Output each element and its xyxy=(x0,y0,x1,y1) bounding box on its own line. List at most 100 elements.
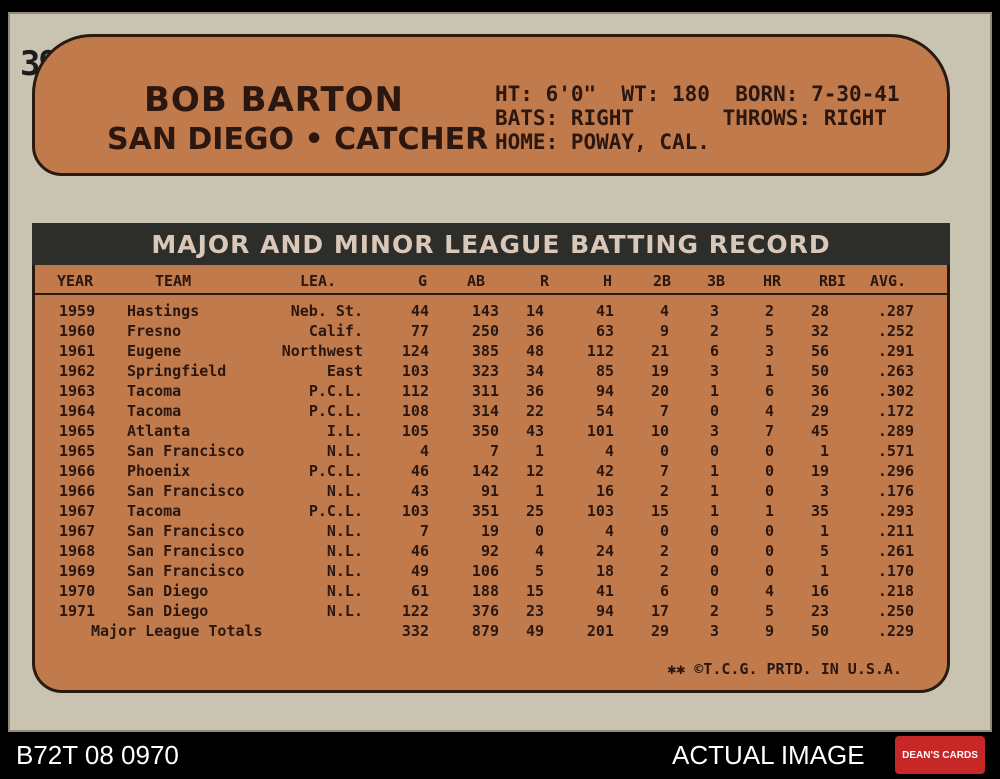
cell-stat: Calif. xyxy=(308,322,363,340)
cell-stat: 2 xyxy=(709,602,719,620)
copyright-note: ✱✱ ©T.C.G. PRTD. IN U.S.A. xyxy=(667,660,902,678)
cell-stat: 36 xyxy=(525,322,544,340)
cell-stat: 0 xyxy=(709,522,719,540)
cell-stat: .263 xyxy=(877,362,914,380)
cell-stat: .287 xyxy=(877,302,914,320)
cell-stat: 61 xyxy=(410,582,429,600)
cell-stat: 1 xyxy=(819,562,829,580)
column-header: RBI xyxy=(819,272,847,290)
column-header: TEAM xyxy=(155,272,192,290)
cell-stat: 143 xyxy=(471,302,499,320)
cell-stat: 1 xyxy=(819,442,829,460)
cell-stat: 23 xyxy=(525,602,544,620)
column-header: G xyxy=(418,272,428,290)
cell-stat: 124 xyxy=(401,342,429,360)
cell-stat: East xyxy=(326,362,363,380)
cell-stat: P.C.L. xyxy=(308,462,363,480)
cell-stat: 0 xyxy=(659,442,669,460)
totals-value: 49 xyxy=(525,622,544,640)
cell-stat: 32 xyxy=(810,322,829,340)
cell-stat: 188 xyxy=(471,582,499,600)
cell-stat: 3 xyxy=(709,362,719,380)
cell-stat: 63 xyxy=(595,322,614,340)
cell-stat: 0 xyxy=(534,522,544,540)
totals-value: .229 xyxy=(877,622,914,640)
cell-stat: 25 xyxy=(525,502,544,520)
cell-stat: .571 xyxy=(877,442,914,460)
cell-stat: 4 xyxy=(534,542,544,560)
cell-stat: 5 xyxy=(819,542,829,560)
bio-line: HOME: POWAY, CAL. xyxy=(495,130,710,154)
cell-stat: 4 xyxy=(659,302,669,320)
cell-stat: .170 xyxy=(877,562,914,580)
cell-stat: 12 xyxy=(525,462,544,480)
cell-stat: 54 xyxy=(595,402,614,420)
cell-stat: 48 xyxy=(525,342,544,360)
cell-year: 1960 xyxy=(59,322,96,340)
column-header: HR xyxy=(763,272,782,290)
cell-stat: 1 xyxy=(764,362,774,380)
cell-stat: 5 xyxy=(534,562,544,580)
inventory-code: B72T 08 0970 xyxy=(16,740,179,770)
cell-stat: 0 xyxy=(709,582,719,600)
cell-stat: .296 xyxy=(877,462,914,480)
player-bio: HT: 6'0" WT: 180 BORN: 7-30-41 BATS: RIG… xyxy=(495,82,900,154)
cell-year: 1969 xyxy=(59,562,96,580)
cell-year: 1967 xyxy=(59,502,96,520)
cell-stat: .289 xyxy=(877,422,914,440)
cell-team: San Francisco xyxy=(127,562,245,580)
cell-year: 1962 xyxy=(59,362,96,380)
cell-team: San Francisco xyxy=(127,442,245,460)
bio-line: BATS: RIGHT THROWS: RIGHT xyxy=(495,106,887,130)
cell-stat: 36 xyxy=(525,382,544,400)
cell-stat: 385 xyxy=(471,342,499,360)
cell-stat: .252 xyxy=(877,322,914,340)
cell-stat: Northwest xyxy=(281,342,363,360)
cell-stat: 1 xyxy=(709,502,719,520)
cell-stat: 108 xyxy=(401,402,429,420)
stats-header-row: YEAR TEAM LEA. G AB R H 2B 3B HR RBI AVG… xyxy=(35,265,947,295)
cell-team: San Francisco xyxy=(127,482,245,500)
cell-stat: 49 xyxy=(410,562,429,580)
cell-stat: 0 xyxy=(709,402,719,420)
cell-year: 1971 xyxy=(59,602,96,620)
cell-stat: 1 xyxy=(764,502,774,520)
totals-value: 29 xyxy=(650,622,669,640)
cell-stat: P.C.L. xyxy=(308,402,363,420)
cell-team: Springfield xyxy=(127,362,227,380)
cell-stat: 94 xyxy=(595,602,614,620)
team-position: SAN DIEGO • CATCHER xyxy=(107,122,488,157)
totals-value: 879 xyxy=(471,622,499,640)
cell-stat: 0 xyxy=(709,542,719,560)
cell-stat: 311 xyxy=(471,382,499,400)
cell-stat: 3 xyxy=(709,422,719,440)
cell-year: 1965 xyxy=(59,442,96,460)
cell-stat: 85 xyxy=(595,362,614,380)
cell-stat: 1 xyxy=(534,442,544,460)
cell-stat: 92 xyxy=(480,542,499,560)
cell-year: 1968 xyxy=(59,542,96,560)
cell-stat: 314 xyxy=(471,402,499,420)
cell-stat: 103 xyxy=(401,362,429,380)
cell-stat: 0 xyxy=(659,522,669,540)
cell-stat: 1 xyxy=(709,382,719,400)
cell-stat: Neb. St. xyxy=(290,302,363,320)
cell-stat: 0 xyxy=(764,482,774,500)
cell-stat: N.L. xyxy=(326,522,363,540)
cell-stat: 24 xyxy=(595,542,614,560)
bullet-icon: • xyxy=(304,122,335,157)
cell-stat: 142 xyxy=(471,462,499,480)
cell-year: 1967 xyxy=(59,522,96,540)
position-name: CATCHER xyxy=(334,122,489,157)
cell-stat: 2 xyxy=(764,302,774,320)
player-name: BOB BARTON xyxy=(144,80,405,120)
actual-image-label: ACTUAL IMAGE xyxy=(672,740,865,770)
cell-stat: 43 xyxy=(410,482,429,500)
cell-stat: 0 xyxy=(709,562,719,580)
cell-stat: 56 xyxy=(810,342,829,360)
cell-stat: 6 xyxy=(709,342,719,360)
cell-stat: 351 xyxy=(471,502,499,520)
cell-stat: N.L. xyxy=(326,562,363,580)
cell-stat: 7 xyxy=(659,462,669,480)
cell-year: 1964 xyxy=(59,402,96,420)
